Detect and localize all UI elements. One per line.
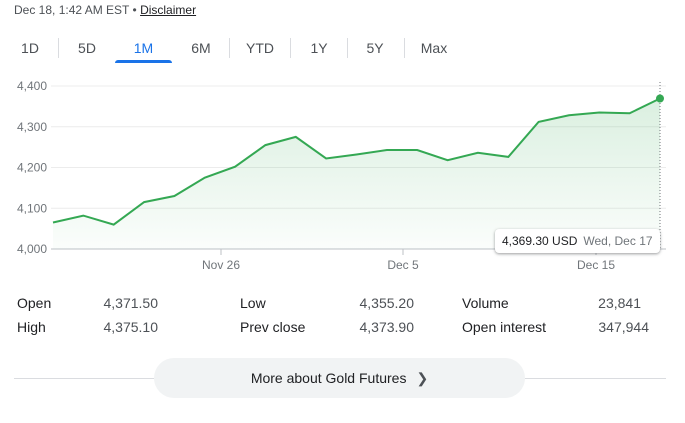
price-area — [53, 98, 660, 249]
data-point — [112, 223, 116, 227]
stat-open-interest-value: 347,944 — [598, 319, 649, 335]
stat-volume-value: 23,841 — [598, 295, 641, 311]
stat-high-value: 4,375.10 — [103, 319, 159, 335]
stat-open-interest-label: Open interest — [462, 319, 547, 335]
data-point — [233, 165, 237, 169]
x-tick-label: Dec 5 — [387, 258, 419, 272]
stat-open-value: 4,371.50 — [103, 295, 159, 311]
data-point — [142, 200, 146, 204]
tab-1m[interactable]: 1M — [115, 36, 172, 63]
data-point — [203, 176, 207, 180]
y-axis: 4,000 4,100 4,200 4,300 4,400 — [17, 79, 47, 256]
tab-divider — [58, 38, 59, 58]
tab-ytd[interactable]: YTD — [246, 40, 274, 56]
data-point — [506, 155, 510, 159]
more-about-label: More about Gold Futures — [250, 370, 407, 386]
data-point — [476, 151, 480, 155]
y-tick-label: 4,300 — [17, 120, 47, 134]
data-point — [446, 158, 450, 162]
tab-1y[interactable]: 1Y — [310, 40, 328, 56]
x-axis: Nov 26 Dec 5 Dec 15 — [202, 249, 615, 272]
data-point — [355, 152, 359, 156]
stats-table: Open 4,371.50 High 4,375.10 Low 4,355.20… — [0, 292, 685, 340]
x-tick-label: Dec 15 — [577, 258, 615, 272]
stat-prev-close-value: 4,373.90 — [359, 319, 415, 335]
stat-low-label: Low — [240, 295, 266, 311]
data-point — [263, 143, 267, 147]
y-tick-label: 4,100 — [17, 201, 47, 215]
x-tick-label: Nov 26 — [202, 258, 240, 272]
data-point — [567, 113, 571, 117]
tab-6m[interactable]: 6M — [191, 40, 211, 56]
timestamp: Dec 18, 1:42 AM EST — [14, 3, 130, 17]
data-point — [628, 111, 632, 115]
stat-low-value: 4,355.20 — [359, 295, 415, 311]
price-line — [52, 97, 661, 226]
tab-5d[interactable]: 5D — [78, 40, 96, 56]
y-tick-label: 4,200 — [17, 161, 47, 175]
range-tabs: 1D 5D 1M 6M YTD 1Y 5Y Max — [0, 36, 685, 64]
data-point — [324, 157, 328, 161]
data-point — [537, 120, 541, 124]
price-chart[interactable]: 4,000 4,100 4,200 4,300 4,400 Nov 26 Dec 5 Dec… — [0, 70, 685, 280]
more-about-button[interactable]: More about Gold Futures ❯ — [154, 358, 525, 398]
tab-divider — [290, 38, 291, 58]
data-point — [81, 214, 85, 218]
y-tick-label: 4,400 — [17, 79, 47, 93]
hover-tooltip: 4,369.30 USD Wed, Dec 17 — [495, 229, 660, 253]
tooltip-price: 4,369.30 USD — [502, 234, 578, 248]
tooltip-date: Wed, Dec 17 — [583, 234, 653, 248]
chevron-right-icon: ❯ — [416, 369, 429, 386]
separator-dot: • — [132, 3, 137, 17]
stat-high-label: High — [17, 319, 46, 335]
stat-prev-close-label: Prev close — [240, 319, 306, 335]
data-point — [415, 148, 419, 152]
y-tick-label: 4,000 — [17, 242, 47, 256]
disclaimer-link[interactable]: Disclaimer — [140, 3, 197, 17]
divider — [525, 378, 666, 379]
timestamp-line: Dec 18, 1:42 AM EST • Disclaimer — [14, 3, 196, 17]
stat-open-label: Open — [17, 295, 52, 311]
tab-divider — [404, 38, 405, 58]
tab-divider — [347, 38, 348, 58]
data-point — [385, 148, 389, 152]
data-point — [51, 221, 55, 225]
data-point — [597, 110, 601, 114]
tab-max[interactable]: Max — [420, 40, 448, 56]
stat-volume-label: Volume — [462, 295, 509, 311]
tab-1d[interactable]: 1D — [21, 40, 39, 56]
divider — [14, 378, 154, 379]
last-point-marker — [656, 94, 664, 103]
data-point — [172, 194, 176, 198]
data-point — [294, 135, 298, 139]
tab-divider — [229, 38, 230, 58]
tab-5y[interactable]: 5Y — [366, 40, 384, 56]
